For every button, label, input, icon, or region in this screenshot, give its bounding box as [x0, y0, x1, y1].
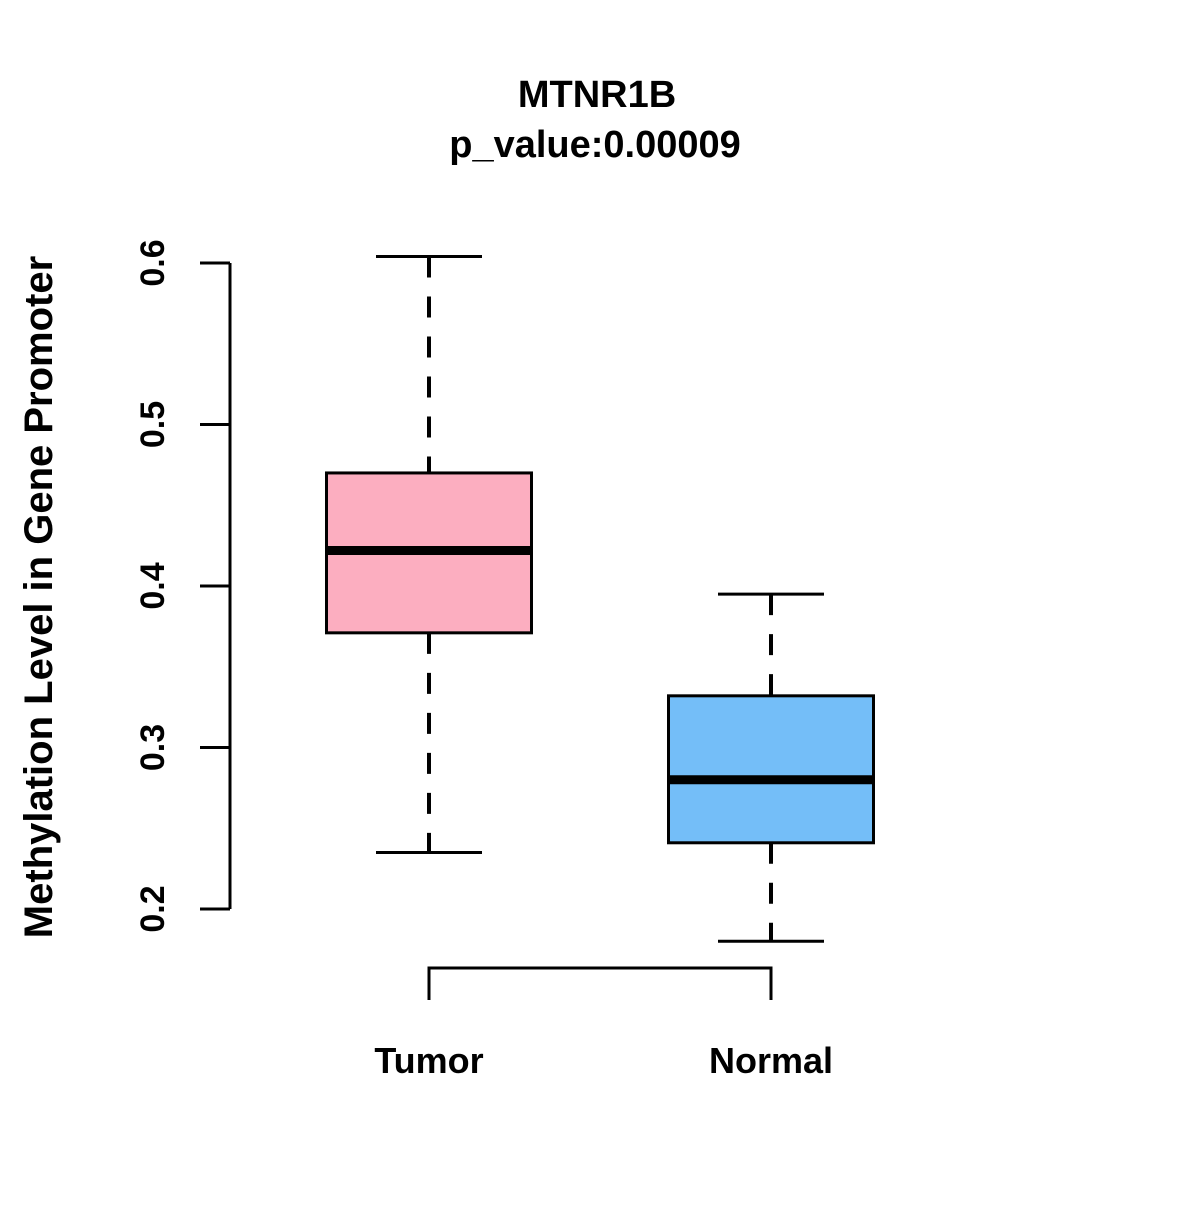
category-labels: Tumor Normal — [374, 1040, 833, 1081]
y-axis: 0.2 0.3 0.4 0.5 0.6 — [134, 239, 232, 933]
boxplot-normal — [667, 592, 875, 943]
y-tick-label: 0.6 — [134, 239, 172, 286]
y-tick-label: 0.5 — [134, 401, 172, 448]
y-tick-label: 0.2 — [134, 885, 172, 932]
chart-title: MTNR1B — [518, 74, 676, 116]
category-label-tumor: Tumor — [374, 1040, 483, 1081]
x-axis-line — [427, 966, 773, 1000]
category-label-normal: Normal — [709, 1040, 833, 1081]
y-tick-label: 0.4 — [134, 562, 172, 609]
chart-subtitle: p_value:0.00009 — [449, 124, 741, 166]
y-tick-label: 0.3 — [134, 724, 172, 771]
iqr-box — [667, 694, 875, 845]
y-axis-label: Methylation Level in Gene Promoter — [17, 256, 61, 938]
x-axis-bracket — [427, 966, 773, 1000]
boxplot-tumor — [325, 255, 533, 854]
boxplots — [325, 255, 875, 943]
